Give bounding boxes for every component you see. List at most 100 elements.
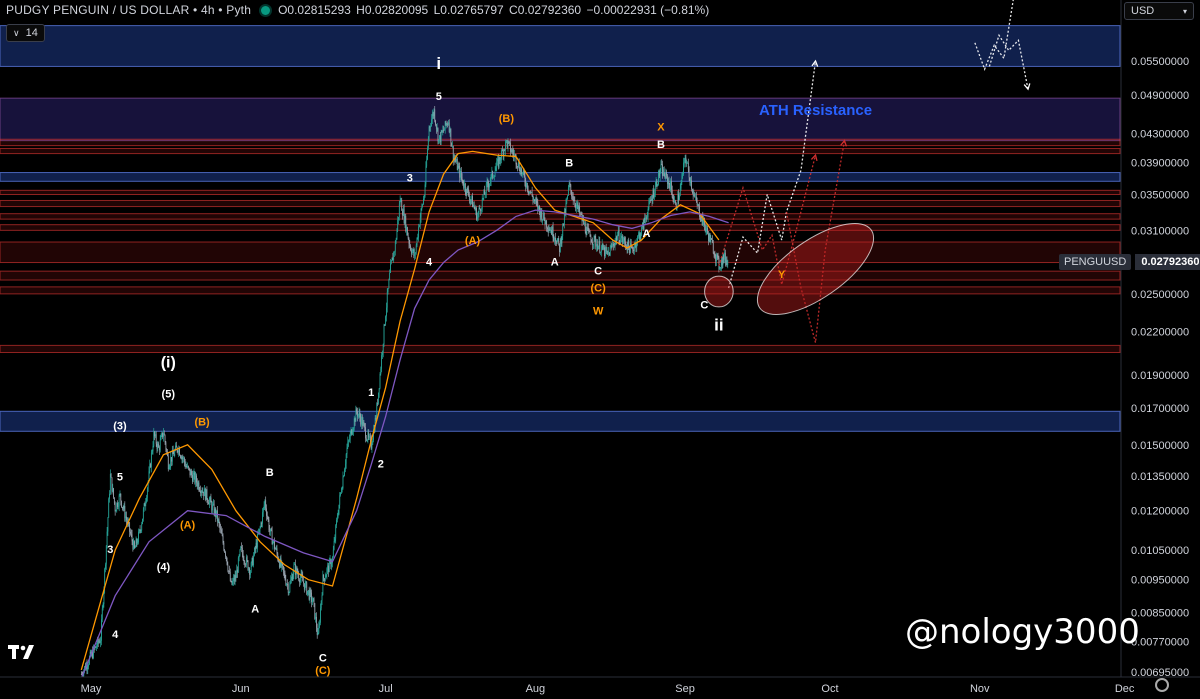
- candle-body: [613, 243, 614, 246]
- candle-body: [146, 488, 148, 498]
- candle-body: [159, 447, 160, 451]
- candle-body: [209, 497, 211, 501]
- candle-body: [243, 560, 245, 562]
- candle-body: [377, 403, 378, 405]
- moving-average-line-1: [80, 150, 720, 671]
- candle-body: [500, 159, 502, 161]
- candle-body: [234, 575, 236, 582]
- candle-body: [494, 171, 496, 177]
- price-tick-label: 0.00850000: [1131, 608, 1189, 620]
- candle-body: [341, 488, 343, 492]
- candle-body: [676, 207, 678, 209]
- candle-body: [439, 135, 441, 142]
- candle-body: [607, 250, 609, 254]
- candle-body: [372, 440, 374, 445]
- wave-label: (i): [161, 354, 176, 371]
- candle-body: [357, 414, 359, 417]
- candle-body: [610, 245, 612, 248]
- candle-body: [422, 204, 424, 207]
- candle-body: [141, 523, 143, 531]
- candle-body: [394, 251, 395, 253]
- candle-body: [363, 421, 365, 425]
- candle-body: [245, 564, 246, 566]
- candle-body: [291, 576, 292, 581]
- candle-body: [405, 215, 407, 231]
- candle-body: [150, 452, 152, 468]
- time-tick-label: May: [81, 683, 102, 695]
- zone-red: [0, 286, 1121, 295]
- zone-red: [0, 189, 1121, 196]
- candle-body: [603, 247, 605, 250]
- candle-body: [442, 129, 444, 133]
- candle-body: [498, 157, 500, 167]
- candle-body: [489, 181, 491, 184]
- candle-body: [191, 471, 193, 475]
- candle-body: [711, 238, 713, 240]
- candle-body: [203, 491, 205, 497]
- candle-body: [278, 559, 279, 562]
- wave-label: X: [657, 121, 665, 133]
- candle-body: [686, 163, 688, 165]
- candle-body: [635, 242, 637, 248]
- candle-body: [274, 548, 276, 550]
- candle-body: [88, 664, 89, 667]
- candle-body: [139, 529, 141, 531]
- candle-body: [290, 580, 292, 584]
- candle-body: [136, 539, 138, 544]
- candle-body: [701, 216, 703, 221]
- candle-body: [316, 616, 317, 628]
- candle-body: [122, 507, 124, 509]
- candle-body: [237, 569, 238, 573]
- candle-body: [554, 237, 556, 240]
- candle-body: [131, 534, 133, 542]
- candle-body: [132, 541, 134, 550]
- candle-body: [266, 515, 268, 518]
- candle-body: [254, 548, 256, 550]
- candle-body: [491, 171, 493, 175]
- candle-body: [242, 553, 244, 561]
- candle-body: [665, 172, 667, 179]
- candle-body: [703, 217, 705, 226]
- candle-body: [559, 239, 561, 252]
- candle-body: [395, 239, 397, 243]
- candle-body: [232, 581, 234, 585]
- candle-body: [117, 506, 119, 507]
- candle-body: [96, 646, 98, 648]
- candle-body: [614, 240, 616, 247]
- candle-body: [687, 162, 689, 170]
- candle-body: [437, 128, 439, 142]
- candle-body: [423, 198, 424, 205]
- candle-body: [287, 584, 288, 585]
- candle-body: [250, 562, 252, 573]
- candle-body: [710, 238, 712, 243]
- candle-body: [183, 457, 185, 463]
- candle-body: [650, 199, 651, 201]
- candle-body: [612, 243, 614, 247]
- candle-body: [249, 568, 250, 575]
- candle-body: [584, 222, 585, 225]
- candle-body: [522, 172, 523, 175]
- candle-body: [648, 201, 650, 210]
- candle-body: [140, 530, 142, 531]
- gear-icon[interactable]: [1155, 678, 1169, 692]
- candle-body: [433, 109, 435, 116]
- candle-body: [383, 324, 385, 344]
- indicator-toggle[interactable]: ∨ 14: [6, 24, 45, 42]
- candle-body: [260, 523, 262, 528]
- candle-body: [575, 204, 577, 208]
- candle-body: [278, 561, 280, 568]
- time-axis-background: [0, 677, 1200, 699]
- candle-body: [485, 183, 487, 194]
- currency-selector[interactable]: USD ▾: [1124, 2, 1194, 20]
- tradingview-logo-icon[interactable]: [8, 645, 38, 659]
- candle-body: [700, 219, 702, 221]
- candle-body: [110, 474, 112, 478]
- symbol-title[interactable]: PUDGY PENGUIN / US DOLLAR • 4h • Pyth: [6, 3, 252, 17]
- candle-body: [452, 146, 454, 161]
- candle-body: [476, 208, 477, 220]
- candle-body: [86, 664, 88, 669]
- candle-body: [388, 279, 390, 289]
- candle-body: [678, 194, 680, 200]
- candle-body: [662, 164, 663, 176]
